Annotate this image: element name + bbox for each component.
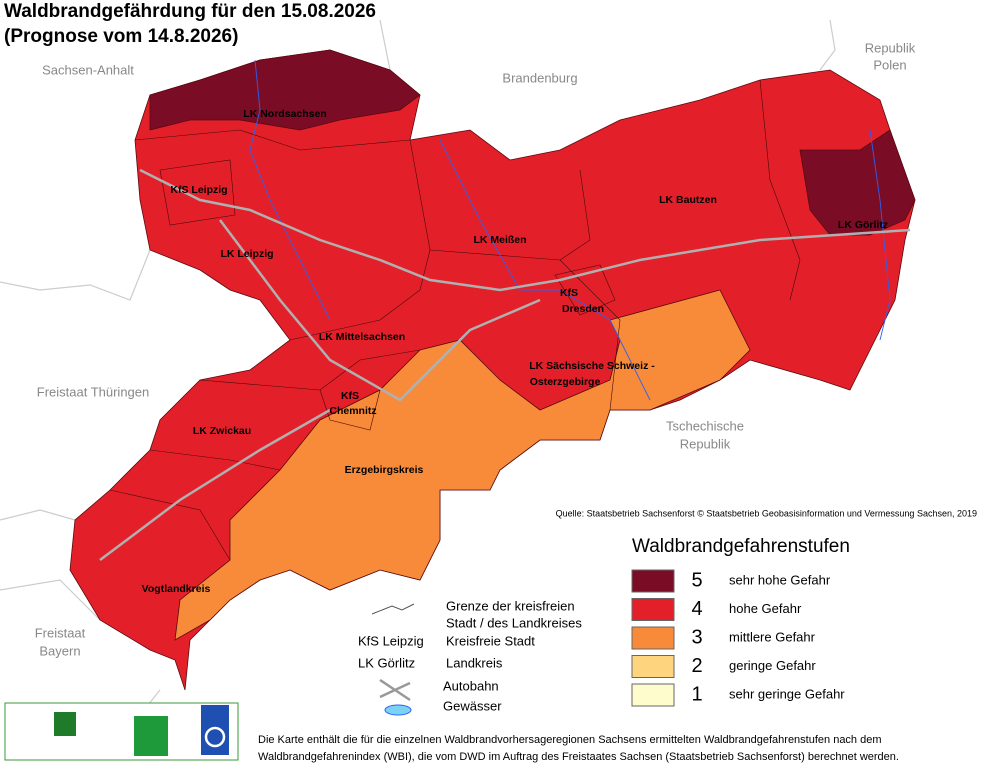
rivers (249, 59, 891, 401)
region-label: LK Nordsachsen (243, 108, 326, 120)
legend-swatch (631, 655, 675, 678)
key-text: Landkreis (446, 655, 503, 670)
legend-number: 1 (691, 683, 702, 705)
region-label: LK Leipzig (220, 248, 273, 260)
region-label: LK Sächsische Schweiz - (529, 360, 655, 372)
region-label: LK Görlitz (838, 219, 888, 231)
legend-number: 4 (691, 598, 702, 620)
region-label: LK Mittelsachsen (319, 331, 405, 343)
footnote: Die Karte enthält die für die einzelnen … (258, 734, 882, 746)
legend-label: sehr hohe Gefahr (729, 572, 831, 587)
legend-swatch (631, 598, 675, 621)
zones (69, 49, 916, 691)
key-example: LK Görlitz (358, 655, 415, 670)
region-labels: LK Nordsachsen KfS Leipzig LK Leipzig LK Me… (142, 108, 888, 595)
region-label: LK Zwickau (193, 425, 251, 437)
region-label: Dresden (562, 303, 604, 315)
danger-zone (174, 289, 751, 641)
neighbor-label: Republik (865, 40, 916, 55)
subtitle: (Prognose vom 14.8.2026) (4, 26, 238, 47)
autobahn (99, 168, 911, 561)
legend-number: 3 (691, 626, 702, 648)
neighbor-label: Tschechische (666, 418, 744, 433)
neighbor-label: Polen (873, 57, 906, 72)
key-example: KfS Leipzig (358, 633, 424, 648)
legend-swatch (631, 683, 675, 707)
neighbor-label: Sachsen-Anhalt (42, 62, 134, 77)
region-label: LK Meißen (473, 234, 526, 246)
logos (4, 702, 239, 761)
legend-swatch (631, 569, 675, 593)
key-text: Grenze der kreisfreien (446, 598, 575, 613)
legend-label: mittlere Gefahr (729, 629, 816, 644)
region-label: KfS (560, 287, 578, 299)
legend-label: hohe Gefahr (729, 601, 802, 616)
neighbor-label: Freistaat Thüringen (37, 384, 150, 399)
legend-number: 2 (691, 655, 702, 677)
neighbor-label: Republik (680, 436, 731, 451)
region-label: KfS (341, 390, 359, 402)
key-symbols (371, 603, 415, 716)
region-label: KfS Leipzig (170, 184, 227, 196)
legend-title: Waldbrandgefahrenstufen (632, 536, 850, 557)
legend-label: geringe Gefahr (729, 658, 816, 673)
key-text: Autobahn (443, 678, 499, 693)
region-label: LK Bautzen (659, 194, 717, 206)
neighbor-label: Freistaat (35, 625, 86, 640)
title: Waldbrandgefährdung für den 15.08.2026 (4, 1, 376, 22)
danger-zone (799, 129, 916, 236)
key-text: Stadt / des Landkreises (446, 615, 582, 630)
footnote: Waldbrandgefahrenindex (WBI), die vom DW… (258, 751, 899, 763)
legend-label: sehr geringe Gefahr (729, 686, 845, 701)
region-label: Vogtlandkreis (142, 583, 211, 595)
legend-swatch (631, 626, 675, 650)
region-label: Erzgebirgskreis (345, 464, 424, 476)
danger-zone (149, 49, 421, 131)
source: Quelle: Staatsbetrieb Sachsenforst © Sta… (556, 508, 977, 518)
neighbor-label: Bayern (39, 643, 80, 658)
district-borders (109, 79, 801, 561)
neighbor-label: Brandenburg (502, 70, 577, 85)
key-text: Gewässer (443, 698, 502, 713)
key-text: Kreisfreie Stadt (446, 633, 535, 648)
region-label: Osterzgebirge (530, 376, 601, 388)
legend-number: 5 (691, 569, 702, 591)
region-label: Chemnitz (329, 405, 376, 417)
